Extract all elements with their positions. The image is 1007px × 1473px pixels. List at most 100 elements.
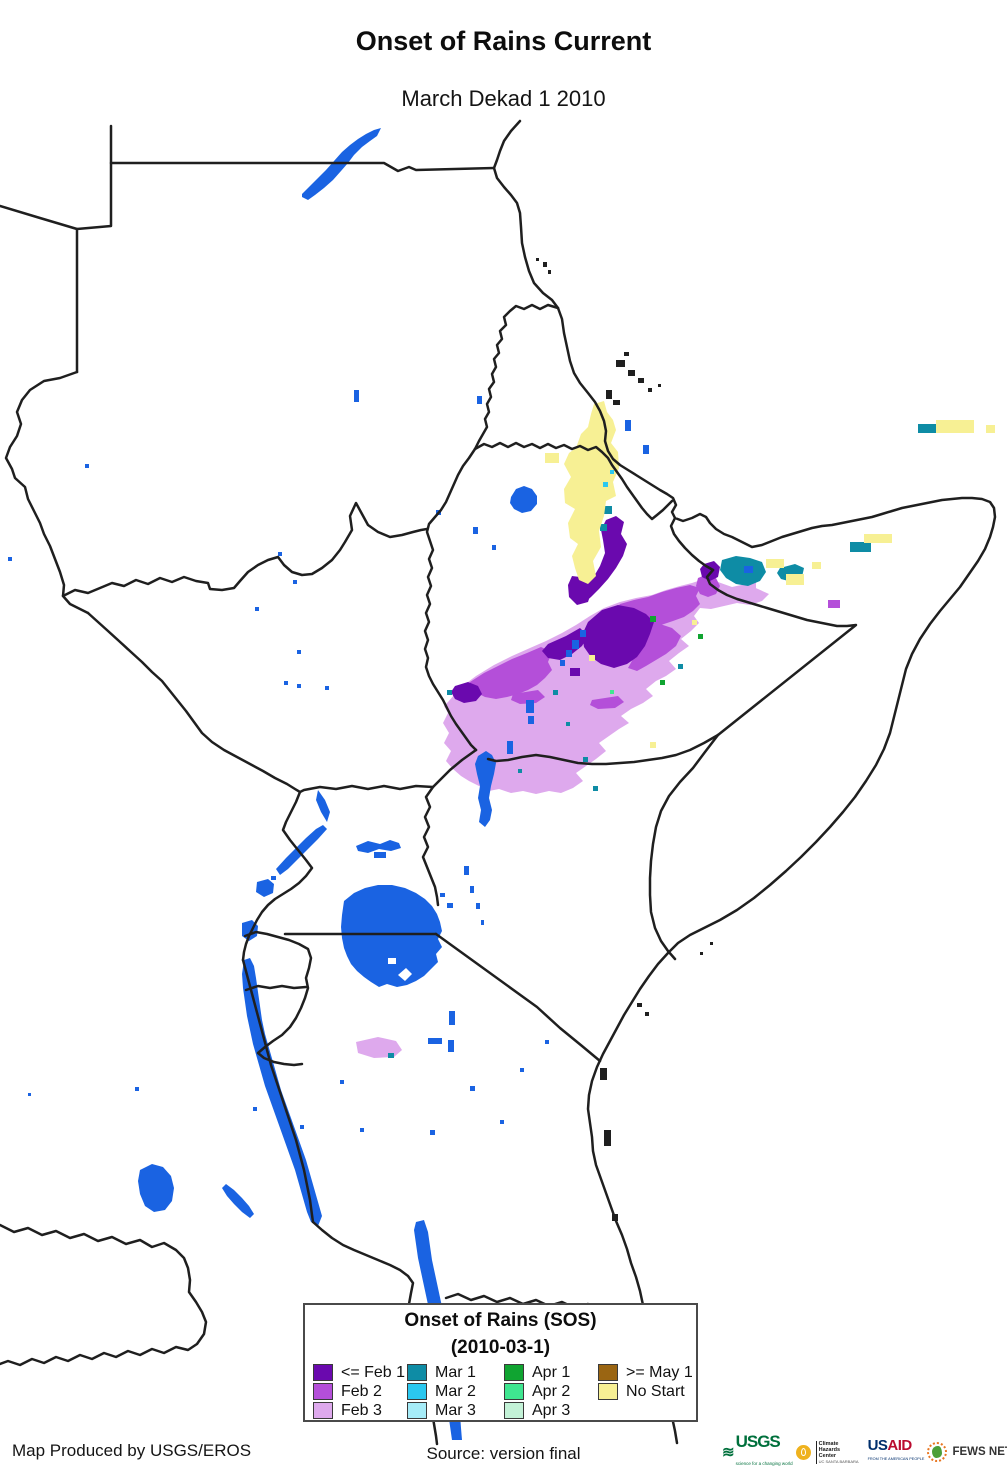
legend-column-may: >= May 1 No Start (598, 1363, 694, 1420)
legend-swatch (407, 1364, 428, 1381)
legend-label: Apr 2 (532, 1382, 571, 1400)
legend-label: Mar 1 (435, 1363, 476, 1381)
legend-item: Mar 3 (407, 1401, 504, 1420)
lakes-layer (8, 128, 753, 1440)
legend-grid: <= Feb 1 Feb 2 Feb 3 Mar 1 Mar 2 Mar 3 A… (313, 1363, 694, 1420)
legend-item: <= Feb 1 (313, 1363, 407, 1382)
usaid-tagline: FROM THE AMERICAN PEOPLE (867, 1456, 925, 1461)
legend-item: Apr 1 (504, 1363, 598, 1382)
legend-subtitle: (2010-03-1) (450, 1337, 551, 1358)
usgs-tagline: science for a changing world (735, 1461, 793, 1466)
border-ethiopia-kenya (486, 733, 720, 766)
legend-swatch (313, 1383, 333, 1400)
produced-by-text: Map Produced by USGS/EROS (12, 1441, 252, 1460)
usaid-wordmark: USAID FROM THE AMERICAN PEOPLE (867, 1438, 925, 1464)
border-ethiopia-somalia (705, 568, 858, 737)
border-car-sudan (86, 611, 302, 794)
chc-sub: UC SANTA BARBARA (818, 1458, 859, 1464)
border-djibouti-ethiopia (669, 516, 715, 572)
legend-item: Feb 3 (313, 1401, 407, 1420)
border-rwanda-burundi (243, 930, 313, 1067)
legend-column-feb: <= Feb 1 Feb 2 Feb 3 (313, 1363, 407, 1420)
border-egypt-libya (75, 124, 113, 374)
lake-albert (276, 825, 327, 875)
legend-label: <= Feb 1 (341, 1363, 406, 1381)
coastline (492, 119, 997, 1445)
legend-title: Onset of Rains (SOS) (404, 1310, 597, 1331)
source-text: Source: version final (426, 1444, 581, 1463)
border-kenya-tanzania (434, 932, 602, 1063)
legend-label: Feb 2 (341, 1382, 382, 1400)
usgs-logo: ≋ USGS science for a changing world (722, 1432, 793, 1470)
border-rwanda-burundi-internal (244, 984, 308, 992)
border-egypt-sudan (109, 161, 496, 173)
legend-swatch (598, 1364, 619, 1381)
lake-turkana (475, 751, 496, 827)
legend-label: Mar 2 (435, 1382, 476, 1400)
border-kenya-somalia (648, 733, 720, 961)
chc-droplet-icon (795, 1444, 811, 1460)
legend-item: Mar 2 (407, 1382, 504, 1401)
legend-swatch (313, 1364, 333, 1381)
lake-edward (256, 879, 274, 897)
chc-line1: Climate (818, 1440, 839, 1447)
legend-swatch (407, 1383, 428, 1400)
legend-swatch (504, 1383, 524, 1400)
border-ethiopia-sudan-west (423, 447, 478, 752)
border-eritrea-ethiopia (473, 441, 674, 521)
page-title: Onset of Rains Current (355, 26, 652, 56)
legend-column-apr: Apr 1 Apr 2 Apr 3 (504, 1363, 598, 1420)
raster-specks (603, 470, 703, 694)
usaid-aid: AID (887, 1436, 912, 1454)
border-drc-zambia (0, 1223, 208, 1367)
usaid-us: US (867, 1436, 888, 1454)
legend-swatch (504, 1402, 524, 1419)
lake-tana (510, 486, 537, 513)
legend-column-mar: Mar 1 Mar 2 Mar 3 (407, 1363, 504, 1420)
legend-label: >= May 1 (626, 1363, 693, 1381)
border-chad-sudan (4, 370, 90, 615)
legend-item: Mar 1 (407, 1363, 504, 1382)
legend-item: Feb 2 (313, 1382, 407, 1401)
legend-swatch (504, 1364, 524, 1381)
border-drc-uganda (241, 790, 314, 962)
raster-feb3 (356, 579, 769, 1058)
legend-item: No Start (598, 1382, 694, 1401)
logos-strip: ≋ USGS science for a changing world Clim… (722, 1432, 1007, 1470)
fews-wordmark: FEWS NET (952, 1446, 1007, 1458)
border-uganda-north (298, 748, 478, 794)
fews-globe-icon (927, 1442, 948, 1462)
raster-feb1 (451, 516, 720, 703)
legend-label: Apr 3 (532, 1401, 571, 1419)
raster-layer (356, 401, 995, 1058)
border-uganda-kenya (421, 785, 440, 907)
lake-kyoga (356, 840, 401, 853)
lake-islands-white (388, 958, 412, 981)
border-tanganyika-axis (241, 958, 315, 1224)
usgs-wordmark: USGS (735, 1432, 781, 1451)
chc-logo: Climate Hazards Center UC SANTA BARBARA (815, 1440, 859, 1464)
legend-label: Mar 3 (435, 1401, 476, 1419)
chc-line2: Hazards (818, 1446, 841, 1453)
raster-feb2 (468, 574, 840, 709)
border-sudan-eritrea (473, 303, 560, 451)
legend-label: Feb 3 (341, 1401, 382, 1419)
page-subtitle: March Dekad 1 2010 (401, 86, 606, 111)
usgs-wave-icon: ≋ (722, 1443, 735, 1461)
legend-swatch (313, 1402, 333, 1419)
lake-rukwa (222, 1184, 254, 1218)
borders-layer (0, 119, 997, 1446)
legend-swatch (407, 1402, 428, 1419)
legend-item: >= May 1 (598, 1363, 694, 1382)
legend-label: Apr 1 (532, 1363, 571, 1381)
border-libya-diagonal (0, 204, 79, 231)
legend-item: Apr 3 (504, 1401, 598, 1420)
lake-victoria (341, 885, 442, 987)
border-sudan-southsudan (61, 501, 429, 598)
legend-swatch (598, 1383, 619, 1400)
legend-label: No Start (626, 1382, 685, 1400)
map-legend: Onset of Rains (SOS) (2010-03-1) <= Feb … (303, 1303, 698, 1422)
chc-line3: Center (818, 1452, 837, 1459)
islands-layer (536, 258, 713, 1221)
